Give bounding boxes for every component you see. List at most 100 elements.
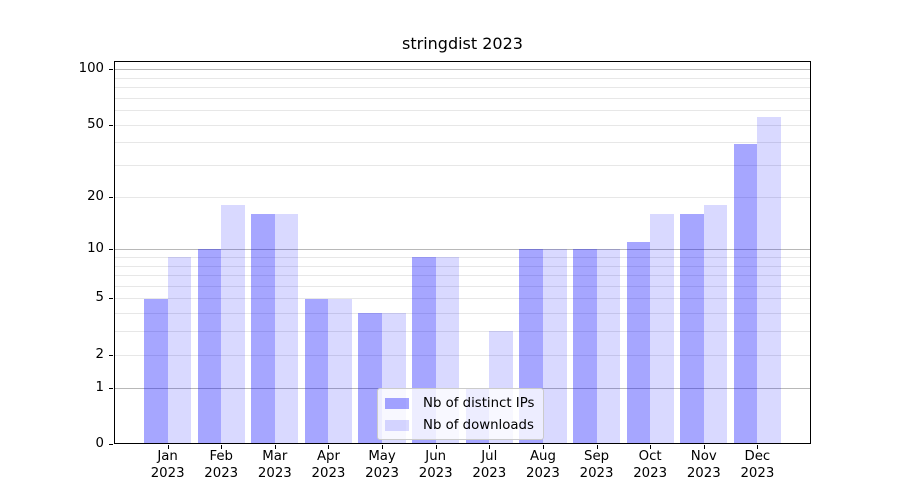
x-tick (382, 445, 384, 449)
y-tick-label: 2 (95, 346, 104, 362)
x-tick (435, 445, 437, 449)
bar-downloads (167, 257, 192, 444)
x-tick-label-year: 2023 (257, 466, 292, 481)
x-tick-label-month: Oct (638, 449, 662, 464)
gridline-minor (114, 265, 811, 267)
legend-item-label: Nb of distinct IPs (423, 395, 535, 411)
y-tick (109, 388, 113, 389)
gridline-minor (114, 275, 811, 277)
x-tick (542, 445, 544, 449)
x-tick-label-year: 2023 (150, 466, 185, 481)
gridline-minor (114, 196, 811, 198)
gridline-minor (114, 313, 811, 315)
x-tick (650, 445, 652, 449)
x-tick-label: Sep 2023 (562, 448, 632, 482)
bar-distinct-ips (733, 144, 758, 444)
y-tick (109, 125, 113, 126)
y-tick-label: 20 (87, 188, 104, 204)
bar-distinct-ips (251, 213, 275, 444)
x-tick-label-month: May (368, 449, 396, 464)
gridline-minor (114, 331, 811, 333)
x-tick-label-month: Jun (425, 449, 447, 464)
bar-distinct-ips (197, 249, 222, 444)
bar-distinct-ips (572, 249, 597, 444)
bar-downloads (650, 213, 674, 444)
chart-title: stringdist 2023 (402, 34, 523, 53)
gridline-minor (114, 124, 811, 126)
y-tick (109, 298, 113, 299)
gridline-minor (114, 298, 811, 300)
x-tick-label-month: Sep (584, 449, 610, 464)
bar-distinct-ips (680, 213, 704, 444)
x-tick (703, 445, 705, 449)
gridline-minor (114, 110, 811, 112)
y-tick-label: 5 (95, 290, 104, 306)
x-tick-label: Nov 2023 (669, 448, 739, 482)
legend-item: Nb of distinct IPs (385, 392, 534, 414)
x-tick (328, 445, 330, 449)
gridline-minor (114, 165, 811, 167)
bar-downloads (703, 204, 728, 444)
x-tick-label-year: 2023 (686, 466, 721, 481)
y-tick-label: 100 (78, 61, 104, 77)
x-tick-label: Apr 2023 (293, 448, 363, 482)
bar-distinct-ips (144, 298, 168, 444)
x-tick-label: Jun 2023 (401, 448, 471, 482)
legend-swatch (385, 419, 409, 431)
x-tick-label-year: 2023 (740, 466, 775, 481)
x-tick-label: Jan 2023 (133, 448, 203, 482)
x-tick-label: Aug 2023 (508, 448, 578, 482)
x-tick-label-month: Nov (690, 449, 717, 464)
gridline-minor (114, 97, 811, 99)
x-tick-label-year: 2023 (633, 466, 668, 481)
gridline-minor (114, 257, 811, 258)
bar-downloads (757, 117, 781, 444)
x-tick-label-month: Mar (262, 449, 288, 464)
y-tick-label: 0 (95, 436, 104, 451)
x-tick-label: Feb 2023 (186, 448, 256, 482)
legend-item: Nb of downloads (385, 414, 534, 436)
x-tick-label-month: Feb (209, 449, 233, 464)
x-tick-label: Dec 2023 (722, 448, 792, 482)
bar-distinct-ips (358, 313, 383, 444)
bar-downloads (596, 249, 621, 444)
x-tick-label-year: 2023 (418, 466, 453, 481)
y-tick (109, 444, 113, 445)
gridline-minor (114, 354, 811, 356)
x-tick-label-year: 2023 (472, 466, 507, 481)
gridline-major (114, 69, 811, 71)
x-tick-label-month: Aug (529, 449, 556, 464)
y-tick (109, 69, 113, 70)
x-tick-label-year: 2023 (365, 466, 399, 481)
y-tick (109, 197, 113, 198)
y-tick (109, 249, 113, 250)
legend: Nb of distinct IPs Nb of downloads (377, 388, 545, 440)
x-tick (221, 445, 223, 449)
bar-downloads (328, 298, 353, 444)
gridline-major (114, 249, 811, 251)
bar-downloads (274, 213, 299, 444)
bar-downloads (221, 204, 245, 444)
x-tick-label: Mar 2023 (240, 448, 310, 482)
gridline-minor (114, 87, 811, 89)
x-tick-label-month: Jan (157, 449, 178, 464)
x-tick-label-year: 2023 (579, 466, 614, 481)
y-tick-label: 50 (87, 116, 104, 132)
x-tick (757, 445, 759, 449)
y-tick (109, 355, 113, 356)
legend-item-label: Nb of downloads (423, 417, 534, 433)
bar-downloads (542, 249, 567, 444)
legend-swatch (385, 397, 409, 409)
x-tick-label-year: 2023 (526, 466, 560, 481)
x-tick (167, 445, 169, 449)
y-tick-label: 1 (95, 379, 104, 395)
x-tick (274, 445, 276, 449)
gridline-minor (114, 142, 811, 144)
bar-distinct-ips (304, 298, 329, 444)
x-tick-label-month: Jul (481, 449, 498, 464)
x-tick-label-month: Apr (316, 449, 340, 464)
x-tick-label: Jul 2023 (454, 448, 524, 482)
x-tick-label-year: 2023 (311, 466, 346, 481)
gridline-minor (114, 285, 811, 287)
